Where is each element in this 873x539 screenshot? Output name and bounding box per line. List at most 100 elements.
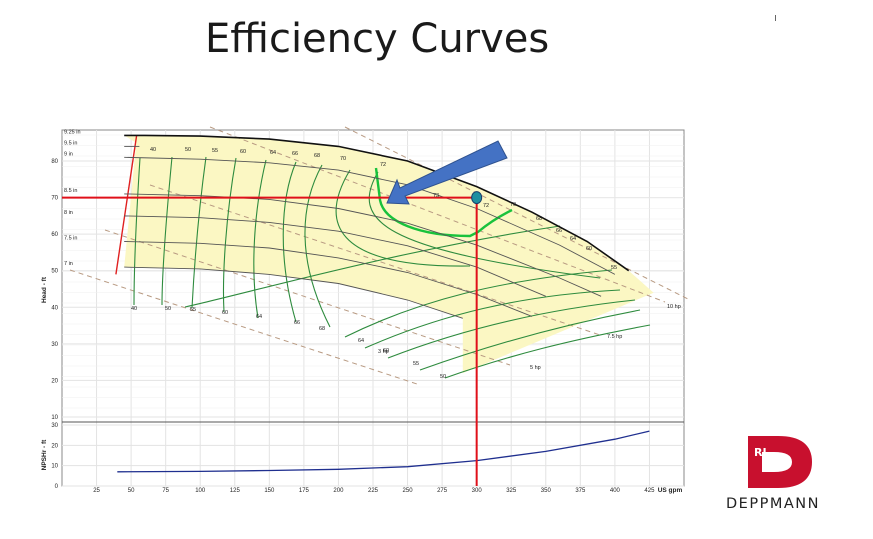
x-tick-label: 375 (575, 488, 586, 494)
x-tick-label: 225 (368, 488, 379, 494)
power-line (149, 184, 601, 336)
x-tick-label: 125 (230, 488, 241, 494)
efficiency-label-right: 60 (586, 246, 592, 252)
slide-title: Efficiency Curves (205, 16, 550, 62)
x-tick-label: 50 (128, 488, 135, 494)
efficiency-label-bottom: 64 (256, 314, 262, 320)
efficiency-curve (344, 269, 613, 338)
efficiency-curve (184, 225, 561, 308)
efficiency-curve (368, 171, 601, 279)
power-line-label: 5 hp (530, 365, 541, 371)
efficiency-label-bottom: 55 (190, 307, 196, 313)
efficiency-label-bottom: 64 (358, 338, 364, 344)
npshr-tick-label: 0 (55, 484, 59, 490)
head-tick-label: 70 (51, 196, 58, 202)
efficiency-label-bottom: 68 (319, 326, 325, 332)
impeller-label: 7 in (64, 261, 73, 267)
efficiency-label-bottom: 60 (383, 348, 389, 354)
x-tick-label: 425 (644, 488, 655, 494)
head-tick-label: 30 (51, 342, 58, 348)
efficiency-label-bottom: 40 (131, 306, 137, 312)
power-line-label: 7.5 hp (607, 334, 622, 340)
efficiency-label-top: 66 (292, 151, 298, 157)
impeller-label: 8 in (64, 210, 73, 216)
efficiency-label-right: 73 (433, 193, 439, 199)
deppmann-logo: DEPPMANN (726, 432, 846, 517)
x-tick-label: 275 (437, 488, 448, 494)
efficiency-curve (304, 164, 331, 328)
x-tick-label: 150 (264, 488, 275, 494)
efficiency-label-top: 60 (240, 149, 246, 155)
efficiency-label-top: 68 (314, 153, 320, 159)
x-tick-label: 200 (333, 488, 344, 494)
head-tick-label: 40 (51, 305, 58, 311)
impeller-label: 7.5 in (64, 235, 77, 241)
efficiency-curve (191, 156, 207, 309)
efficiency-label-right: 55 (611, 265, 617, 271)
minimum-flow-line (115, 135, 138, 275)
head-tick-label: 10 (51, 415, 58, 421)
efficiency-curve (419, 309, 641, 371)
efficiency-curve (444, 324, 651, 379)
efficiency-label-right: 68 (536, 216, 542, 222)
efficiency-label-right: 66 (556, 228, 562, 234)
efficiency-label-right: 72 (483, 203, 489, 209)
logo-mark (748, 436, 812, 488)
power-line (69, 269, 421, 386)
callout-arrow-group (386, 140, 508, 205)
operating-region-fill (124, 135, 654, 374)
operating-region (115, 135, 654, 374)
x-tick-label: 300 (472, 488, 483, 494)
chart-labels: 40 50 55 60 64 66 68 70 72 73 72 70 68 66 64 60 55 40 50 55… (131, 147, 681, 380)
x-tick-label: 325 (506, 488, 517, 494)
operating-point (471, 191, 483, 205)
npshr-tick-label: 20 (51, 443, 58, 449)
x-tick-label: 250 (403, 488, 414, 494)
efficiency-curve (364, 289, 621, 349)
efficiency-label-right: 70 (510, 202, 516, 208)
logo-wordmark: DEPPMANN (726, 496, 820, 512)
callout-arrow (386, 140, 508, 205)
impeller-curve (124, 134, 630, 272)
impeller-label: 9.25 in (64, 129, 81, 135)
head-tick-label: 60 (51, 232, 58, 238)
npshr-line (117, 430, 650, 473)
logo-letters: RL (754, 446, 770, 459)
operating-point-group (62, 191, 483, 486)
x-tick-label: 100 (195, 488, 206, 494)
head-tick-label: 80 (51, 159, 58, 165)
efficiency-label-bottom: 60 (222, 310, 228, 316)
head-tick-label: 50 (51, 269, 58, 275)
efficiency-label-bottom: 50 (165, 306, 171, 312)
efficiency-curve (335, 169, 471, 267)
npshr-tick-label: 10 (51, 464, 58, 470)
efficiency-label-top: 64 (270, 150, 276, 156)
efficiency-label-bottom: 50 (440, 374, 446, 380)
x-tick-label: 400 (610, 488, 621, 494)
highlighted-efficiency-curve (374, 167, 513, 238)
efficiency-label-top: 55 (212, 148, 218, 154)
efficiency-label-bottom: 66 (294, 320, 300, 326)
efficiency-curve (387, 299, 636, 359)
efficiency-curve (282, 161, 297, 323)
npshr-curve (117, 430, 650, 473)
x-tick-label: 350 (541, 488, 552, 494)
power-line (104, 229, 511, 366)
efficiency-curve (161, 156, 173, 306)
impeller-curve (124, 156, 616, 275)
x-tick-label: 175 (299, 488, 310, 494)
power-line-label: 3 hp (378, 349, 389, 355)
efficiency-label-top: 72 (380, 162, 386, 168)
x-tick-label: 75 (162, 488, 169, 494)
head-tick-label: 20 (51, 378, 58, 384)
impeller-curve (124, 266, 463, 319)
efficiency-curve (253, 159, 267, 319)
efficiency-label-top: 70 (340, 156, 346, 162)
impeller-label: 9.5 in (64, 140, 77, 146)
efficiency-label-bottom: 55 (413, 361, 419, 367)
power-line (209, 126, 666, 303)
x-tick-label: 25 (93, 488, 100, 494)
efficiency-label-right: 64 (570, 236, 576, 242)
efficiency-label-top: 40 (150, 147, 156, 153)
